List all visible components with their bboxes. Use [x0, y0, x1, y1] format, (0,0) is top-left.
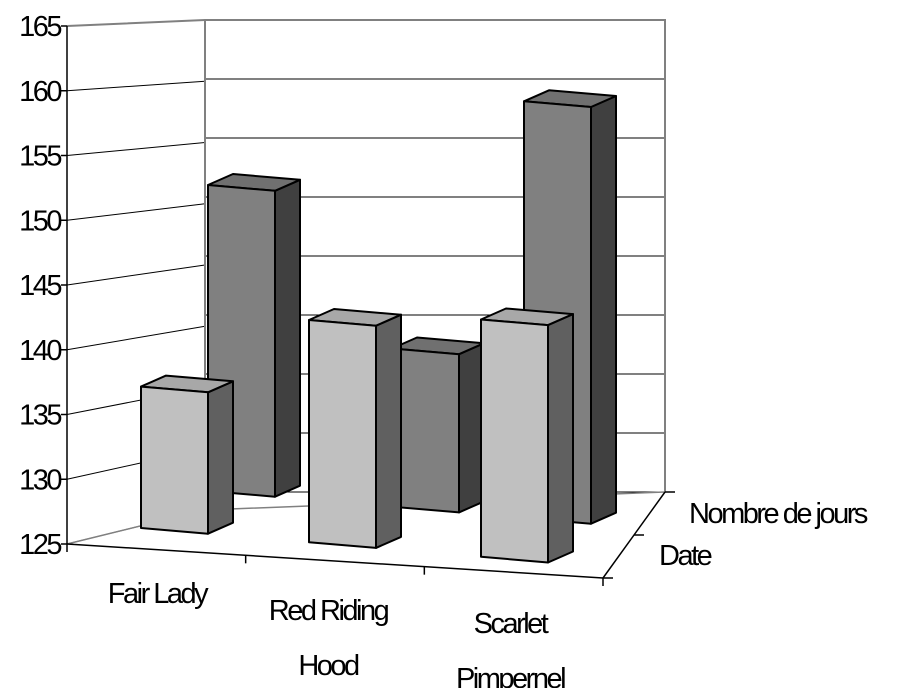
- bar-side-face: [207, 380, 234, 535]
- x-axis-line: [66, 543, 604, 579]
- y-tick-label: 140: [19, 335, 61, 367]
- bar-0-0: [140, 374, 234, 535]
- side-wall-gridline: [66, 264, 206, 286]
- bar-side-face: [375, 313, 402, 549]
- bar-0-2: [480, 307, 574, 564]
- y-tick-label: 160: [19, 76, 61, 108]
- y-tick-label: 150: [19, 205, 61, 237]
- x-category-label: Scarlet Pimpernel: [456, 608, 565, 688]
- x-category-label-line: Hood: [298, 650, 359, 682]
- series-axis-label: Date: [659, 540, 712, 572]
- y-tick-label: 165: [19, 11, 61, 43]
- bar-front-face: [480, 318, 549, 564]
- side-wall-gridline: [66, 325, 206, 351]
- bar-1-1: [391, 336, 485, 514]
- x-category-label-line: Scarlet: [474, 608, 549, 640]
- y-tick-label: 145: [19, 270, 61, 302]
- y-tick-label: 135: [19, 400, 61, 432]
- y-tick-label: 130: [19, 464, 61, 496]
- x-category-label-line: Pimpernel: [456, 663, 565, 688]
- bar-front-face: [140, 385, 209, 535]
- series-axis-label: Nombre de jours: [689, 498, 868, 530]
- y-tick-label: 155: [19, 141, 61, 173]
- bar-front-face: [308, 319, 377, 549]
- chart-bars: [140, 89, 617, 564]
- wall-frame: [66, 19, 666, 492]
- side-wall-gridline: [66, 80, 206, 92]
- bar-side-face: [274, 178, 301, 498]
- x-category-label-line: Fair Lady: [108, 578, 209, 610]
- bar-front-face: [391, 347, 460, 514]
- y-tick-label: 125: [19, 529, 61, 561]
- bar-side-face: [547, 313, 574, 564]
- x-category-label-line: Red Riding: [269, 595, 389, 627]
- chart-labels: 125 130 135 140 145 150 155 160 165 Fair Lady Red …: [19, 11, 870, 688]
- bar-0-1: [308, 308, 402, 549]
- x-category-label: Red Riding Hood: [269, 595, 389, 682]
- bar-side-face: [590, 95, 617, 525]
- x-category-label: Fair Lady: [108, 578, 209, 610]
- side-wall-gridline: [66, 203, 206, 221]
- side-wall-gridline: [66, 142, 206, 156]
